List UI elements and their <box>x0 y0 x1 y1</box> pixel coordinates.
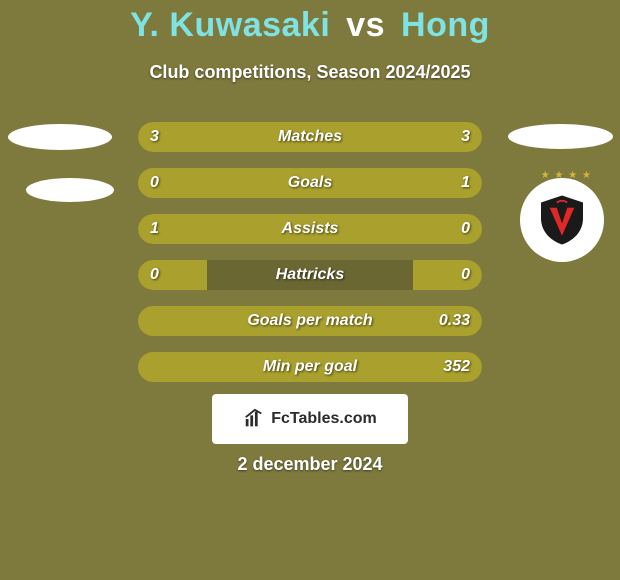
stat-row: Hattricks00 <box>138 260 482 290</box>
title: Y. Kuwasaki vs Hong <box>0 6 620 45</box>
stat-value-left: 3 <box>150 122 159 152</box>
stat-value-left: 1 <box>150 214 159 244</box>
stat-fill-right <box>138 352 482 382</box>
stat-value-right: 3 <box>461 122 470 152</box>
brand-box: FcTables.com <box>212 394 408 444</box>
stat-value-right: 0 <box>461 214 470 244</box>
vs-label: vs <box>346 6 385 44</box>
player2-name: Hong <box>401 6 490 44</box>
stat-row: Goals01 <box>138 168 482 198</box>
stat-fill-right <box>310 122 482 152</box>
stat-value-right: 0.33 <box>439 306 470 336</box>
stat-row: Matches33 <box>138 122 482 152</box>
player1-badge-ellipse-1 <box>8 124 112 150</box>
stat-value-right: 352 <box>443 352 470 382</box>
stat-fill-right <box>138 306 482 336</box>
stat-row: Goals per match0.33 <box>138 306 482 336</box>
stat-value-left: 0 <box>150 168 159 198</box>
stat-fill-right <box>413 214 482 244</box>
date-label: 2 december 2024 <box>0 454 620 475</box>
comparison-infographic: Y. Kuwasaki vs Hong Club competitions, S… <box>0 0 620 580</box>
chart-icon <box>243 408 265 430</box>
stat-fill-right <box>413 260 482 290</box>
player1-badge-ellipse-2 <box>26 178 114 202</box>
player2-badge-ellipse <box>508 124 613 149</box>
stat-bars: Matches33Goals01Assists10Hattricks00Goal… <box>138 122 482 398</box>
stat-value-right: 0 <box>461 260 470 290</box>
stat-fill-left <box>138 122 310 152</box>
stat-value-left: 0 <box>150 260 159 290</box>
stat-row: Assists10 <box>138 214 482 244</box>
shield-icon <box>534 192 590 248</box>
stat-fill-right <box>138 168 482 198</box>
player2-club-badge <box>520 178 604 262</box>
brand-text: FcTables.com <box>271 410 377 428</box>
stat-value-right: 1 <box>461 168 470 198</box>
player1-name: Y. Kuwasaki <box>130 6 330 44</box>
stat-fill-left <box>138 260 207 290</box>
subtitle: Club competitions, Season 2024/2025 <box>0 62 620 83</box>
stat-row: Min per goal352 <box>138 352 482 382</box>
